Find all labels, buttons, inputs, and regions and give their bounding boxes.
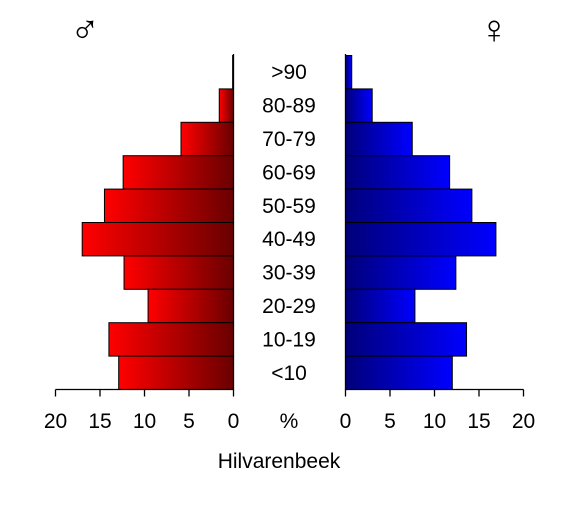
female-bar->90	[345, 55, 353, 90]
female-bar-80-89	[345, 88, 373, 123]
age-label->90: >90	[271, 61, 307, 84]
age-label-60-69: 60-69	[262, 161, 316, 184]
tick-label: 5	[384, 410, 396, 433]
female-bar-40-49	[345, 222, 497, 257]
tick-label: 10	[133, 410, 156, 433]
male-bar-50-59	[103, 188, 234, 224]
tick-label: 15	[88, 410, 111, 433]
female-x-axis: 0 5 10 15 20	[340, 388, 535, 433]
axis-unit-label: %	[280, 410, 299, 433]
age-group-labels: >90 80-89 70-79 60-69 50-59 40-49 30-39 20-29 10…	[262, 61, 316, 385]
male-bar-30-39	[123, 255, 234, 290]
female-bar-60-69	[345, 155, 451, 190]
tick-label: 0	[228, 410, 240, 433]
age-label-50-59: 50-59	[262, 195, 316, 218]
female-bar-50-59	[345, 188, 473, 224]
male-bar-10-19	[108, 322, 234, 357]
age-label-<10: <10	[271, 362, 307, 385]
male-bar-80-89	[218, 88, 234, 123]
female-bar-<10	[345, 355, 453, 391]
tick-label: 5	[183, 410, 195, 433]
female-bars	[345, 55, 497, 391]
male-symbol-icon: ♂	[70, 8, 100, 52]
male-bar-70-79	[180, 121, 235, 157]
tick-label: 10	[423, 410, 446, 433]
age-label-30-39: 30-39	[262, 262, 316, 285]
male-bars	[81, 55, 235, 391]
female-bar-10-19	[345, 322, 468, 357]
female-bar-30-39	[345, 255, 457, 290]
male-bar-40-49	[81, 222, 234, 257]
tick-label: 20	[512, 410, 535, 433]
male-x-axis: 20 15 10 5 0	[44, 388, 240, 433]
tick-label: 20	[44, 410, 67, 433]
male-bar-60-69	[122, 155, 234, 190]
age-label-10-19: 10-19	[262, 328, 316, 351]
female-symbol-icon: ♀	[479, 8, 509, 52]
age-label-70-79: 70-79	[262, 128, 316, 151]
age-label-40-49: 40-49	[262, 228, 316, 251]
male-bar-<10	[118, 355, 234, 391]
tick-label: 15	[467, 410, 490, 433]
female-bar-20-29	[345, 288, 416, 324]
male-bar-20-29	[147, 288, 234, 324]
tick-label: 0	[340, 410, 352, 433]
age-label-80-89: 80-89	[262, 95, 316, 118]
female-bar-70-79	[345, 121, 413, 157]
chart-title: Hilvarenbeek	[218, 450, 341, 473]
age-label-20-29: 20-29	[262, 295, 316, 318]
